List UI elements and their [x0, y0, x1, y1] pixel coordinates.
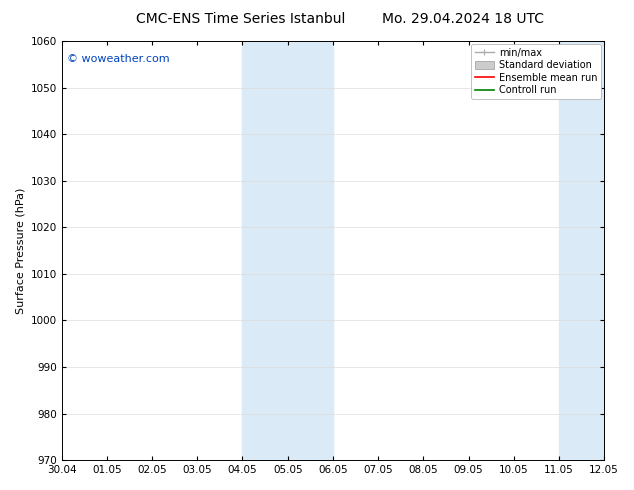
Y-axis label: Surface Pressure (hPa): Surface Pressure (hPa)	[15, 187, 25, 314]
Bar	[242, 41, 333, 460]
Legend: min/max, Standard deviation, Ensemble mean run, Controll run: min/max, Standard deviation, Ensemble me…	[470, 44, 601, 99]
Bar	[559, 41, 634, 460]
Text: Mo. 29.04.2024 18 UTC: Mo. 29.04.2024 18 UTC	[382, 12, 544, 26]
Text: © woweather.com: © woweather.com	[67, 53, 170, 64]
Text: CMC-ENS Time Series Istanbul: CMC-ENS Time Series Istanbul	[136, 12, 346, 26]
